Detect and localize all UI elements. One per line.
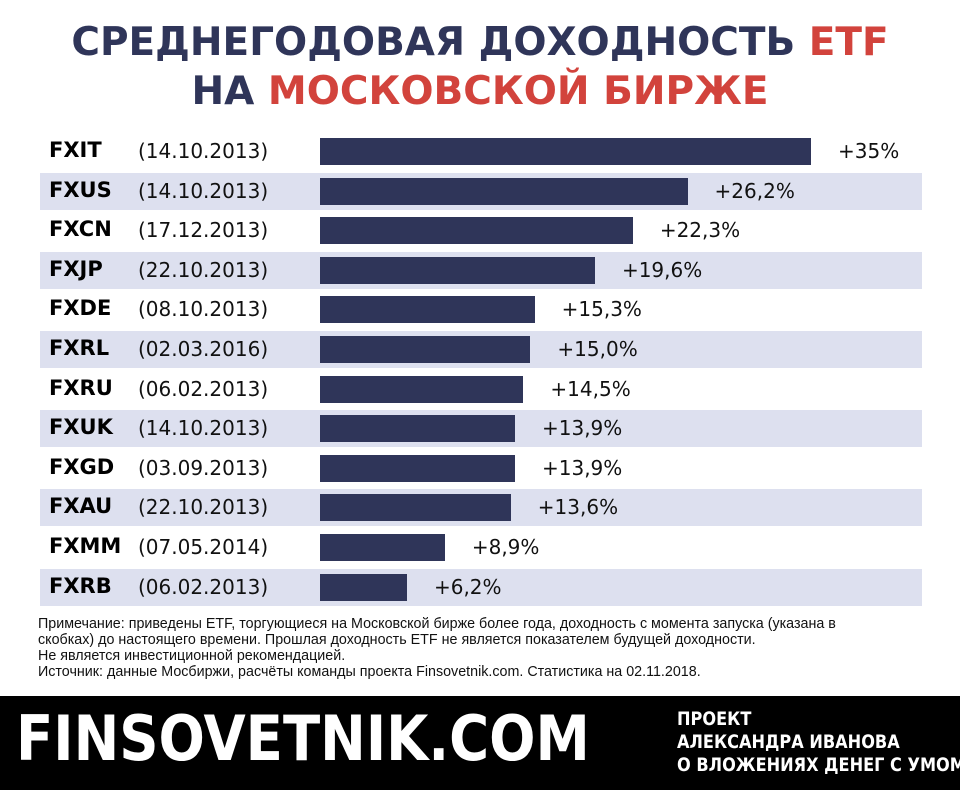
chart-row: FXIT (14.10.2013) +35%	[40, 133, 922, 170]
bar	[320, 454, 515, 482]
value-label: +22,3%	[659, 218, 741, 243]
value-label: +15,3%	[561, 297, 642, 322]
footnote-line: Не является инвестиционной рекомендацией…	[38, 648, 346, 664]
bar	[320, 375, 524, 403]
launch-date-label: (02.03.2016)	[138, 337, 269, 361]
launch-date-label: (14.10.2013)	[138, 416, 269, 441]
footnote-line: скобках) до настоящего времени. Прошлая …	[38, 632, 756, 648]
ticker-label: FXJP	[49, 256, 103, 281]
footnote: Примечание: приведены ETF, торгующиеся н…	[38, 616, 928, 680]
chart-row: FXAU (22.10.2013) +13,6%	[40, 489, 922, 527]
launch-date-label: (06.02.2013)	[138, 376, 269, 401]
chart-row: FXJP (22.10.2013) +19,6%	[40, 251, 922, 289]
chart-row: FXUS (14.10.2013) +26,2%	[40, 172, 922, 210]
chart-row: FXRU (06.02.2013) +14,5%	[40, 371, 922, 408]
title-main-text: СРЕДНЕГОДОВАЯ ДОХОДНОСТЬ	[71, 20, 809, 65]
value-label: +19,6%	[621, 257, 703, 282]
footnote-line: Примечание: приведены ETF, торгующиеся н…	[38, 616, 836, 632]
chart-title-line-2: НА МОСКОВСКОЙ БИРЖЕ	[0, 69, 960, 114]
value-label: +15,0%	[557, 337, 638, 361]
bar	[320, 573, 407, 601]
value-label: +13,6%	[537, 495, 619, 520]
chart-row: FXCN (17.12.2013) +22,3%	[40, 212, 922, 249]
ticker-label: FXGD	[49, 454, 115, 479]
bar	[320, 256, 595, 284]
title-main-text-2: НА	[191, 69, 268, 114]
ticker-label: FXRU	[49, 375, 113, 400]
footer-banner: FINSOVETNIK.COM ПРОЕКТ АЛЕКСАНДРА ИВАНОВ…	[0, 696, 960, 790]
launch-date-label: (22.10.2013)	[138, 495, 269, 520]
launch-date-label: (14.10.2013)	[138, 178, 269, 203]
bar	[320, 177, 688, 205]
launch-date-label: (03.09.2013)	[138, 455, 269, 480]
ticker-label: FXIT	[49, 138, 102, 162]
ticker-label: FXAU	[49, 494, 113, 519]
value-label: +8,9%	[471, 535, 540, 559]
bar	[320, 296, 535, 324]
chart-row: FXGD (03.09.2013) +13,9%	[40, 450, 922, 487]
ticker-label: FXMM	[49, 534, 122, 558]
chart-title-line-1: СРЕДНЕГОДОВАЯ ДОХОДНОСТЬ ETF	[0, 20, 960, 65]
launch-date-label: (08.10.2013)	[138, 297, 269, 322]
bar	[320, 534, 445, 561]
launch-date-label: (14.10.2013)	[138, 139, 269, 163]
bar-chart: FXIT (14.10.2013) +35% FXUS (14.10.2013) +26,…	[40, 133, 922, 606]
value-label: +13,9%	[541, 416, 623, 441]
tagline-line: АЛЕКСАНДРА ИВАНОВА	[677, 731, 900, 753]
ticker-label: FXCN	[49, 217, 112, 242]
tagline-line: ПРОЕКТ	[677, 708, 752, 730]
launch-date-label: (22.10.2013)	[138, 257, 269, 282]
chart-row: FXMM (07.05.2014) +8,9%	[40, 529, 922, 566]
bar	[320, 336, 531, 363]
title-accent-text-2: МОСКОВСКОЙ БИРЖЕ	[267, 69, 769, 114]
launch-date-label: (17.12.2013)	[138, 218, 269, 243]
value-label: +6,2%	[433, 574, 502, 599]
bar	[320, 415, 515, 443]
bar	[320, 138, 811, 165]
brand-logo-text: FINSOVETNIK.COM	[16, 702, 590, 775]
bar	[320, 494, 511, 522]
title-accent-text: ETF	[808, 20, 889, 65]
ticker-label: FXRL	[49, 336, 110, 360]
value-label: +26,2%	[714, 178, 795, 203]
chart-row: FXDE (08.10.2013) +15,3%	[40, 291, 922, 328]
chart-row: FXRL (02.03.2016) +15,0%	[40, 331, 922, 368]
ticker-label: FXUS	[49, 177, 112, 202]
chart-row: FXRB (06.02.2013) +6,2%	[40, 568, 922, 606]
value-label: +14,5%	[550, 376, 631, 401]
ticker-label: FXUK	[49, 415, 113, 440]
ticker-label: FXDE	[49, 296, 112, 321]
source-line: Источник: данные Мосбиржи, расчёты коман…	[38, 664, 701, 680]
bar	[320, 217, 633, 245]
launch-date-label: (06.02.2013)	[138, 574, 269, 599]
tagline-line: О ВЛОЖЕНИЯХ ДЕНЕГ С УМОМ	[677, 754, 960, 776]
launch-date-label: (07.05.2014)	[138, 535, 269, 559]
brand-tagline: ПРОЕКТ АЛЕКСАНДРА ИВАНОВА О ВЛОЖЕНИЯХ ДЕ…	[677, 708, 960, 777]
value-label: +13,9%	[541, 455, 623, 480]
chart-row: FXUK (14.10.2013) +13,9%	[40, 410, 922, 448]
value-label: +35%	[838, 139, 900, 163]
ticker-label: FXRB	[49, 573, 112, 598]
